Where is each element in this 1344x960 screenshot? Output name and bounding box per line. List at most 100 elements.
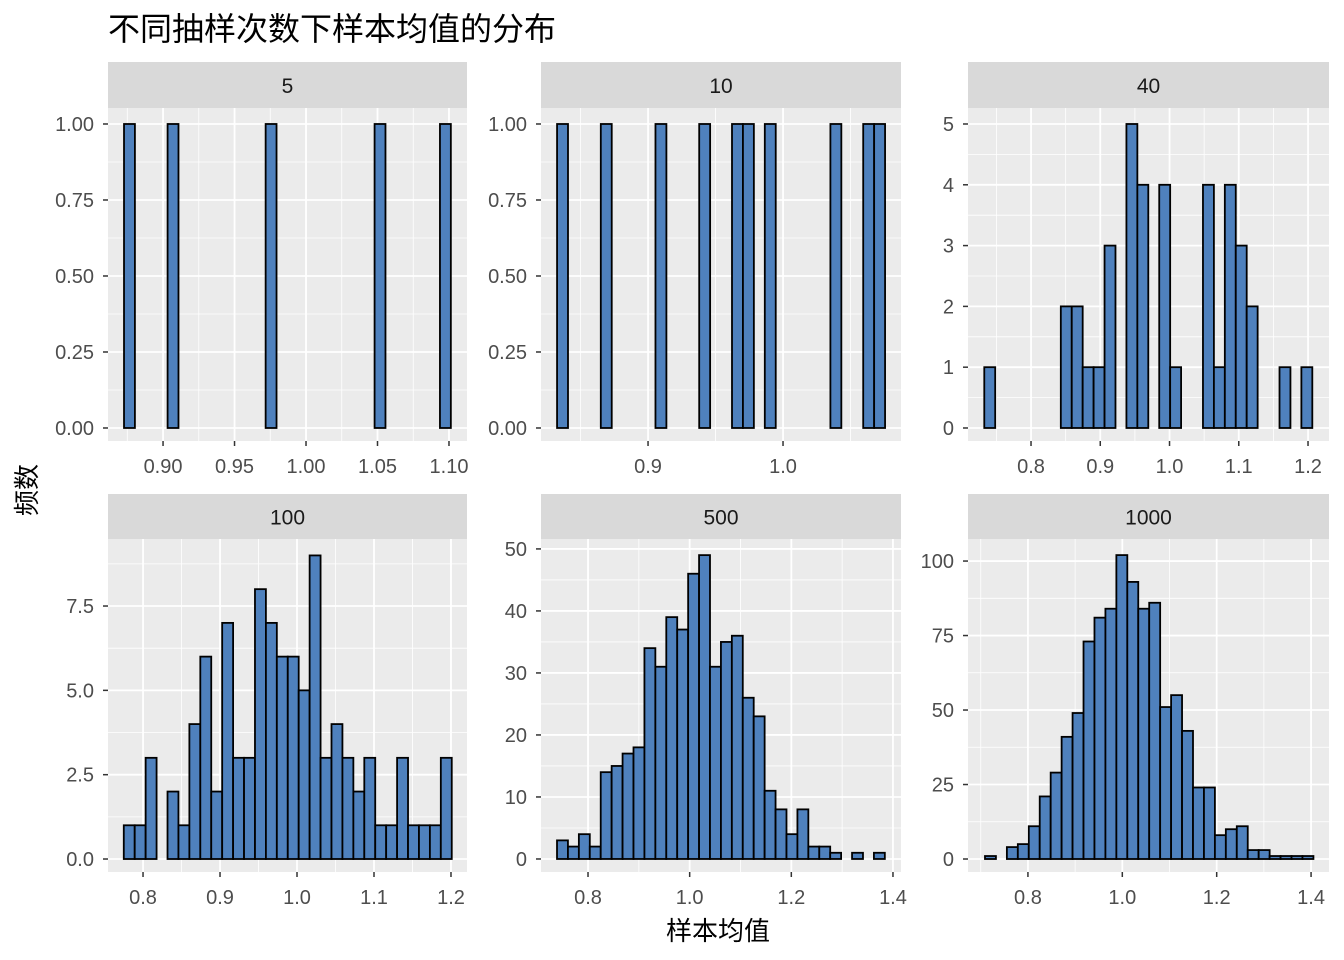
histogram-bar [796,808,810,860]
y-tick-label: 25 [932,775,954,797]
histogram-bar [1278,366,1292,429]
histogram-bar [1126,581,1140,860]
histogram-bar [1148,601,1162,860]
histogram-bar [1103,244,1117,429]
histogram-bar [577,833,591,860]
histogram-bar [265,621,278,860]
x-tick-label: 1.0 [283,887,311,909]
chart-title: 不同抽样次数下样本均值的分布 [108,10,556,48]
histogram-bar [1223,183,1237,429]
y-tick-label: 0.25 [55,342,94,364]
histogram-bar [742,123,755,429]
histogram-bar [632,746,646,860]
histogram-bar [166,790,180,860]
histogram-bar [1049,771,1063,860]
histogram-bar [873,123,886,429]
x-tick-label: 1.00 [287,456,326,478]
histogram-bar [741,696,755,860]
histogram-bar [144,756,158,860]
histogram-bar [1245,305,1259,429]
histogram-bar [439,123,452,429]
histogram-bar [1060,735,1074,860]
facet-strip [108,62,467,108]
histogram-bar [1202,183,1215,429]
histogram-bar [1279,855,1293,860]
histogram-bar [1159,706,1173,860]
histogram-bar [188,723,202,860]
x-tick-label: 0.8 [1017,456,1045,478]
x-tick-label: 0.90 [144,456,183,478]
histogram-bar [407,824,420,860]
histogram-bar [698,554,711,860]
histogram-bar [851,851,864,860]
histogram-bar [984,855,997,860]
histogram-bar [785,833,799,860]
histogram-bar [1027,825,1041,860]
histogram-bar [264,123,278,429]
y-tick-label: 5.0 [66,680,94,702]
histogram-bar [1268,855,1282,860]
histogram-bar [1170,694,1183,860]
histogram-bar [330,723,344,860]
histogram-bar [1136,183,1150,429]
histogram-bar [254,588,267,860]
y-tick-label: 0 [943,849,954,871]
x-tick-label: 1.10 [430,456,469,478]
histogram-bar [709,665,722,860]
histogram-bar [599,771,613,860]
histogram-bar [665,616,679,860]
histogram-bar [1093,616,1107,860]
y-axis-title: 频数 [13,464,43,516]
histogram-bar [373,123,387,429]
histogram-bar [983,366,997,429]
y-tick-label: 0 [943,418,954,440]
x-tick-label: 1.2 [1294,456,1322,478]
histogram-bar [308,554,322,860]
histogram-bar [1070,305,1084,429]
facet-strip [541,62,901,108]
histogram-bar [1234,244,1248,429]
histogram-bar [643,647,657,860]
histogram-bar [341,756,355,860]
histogram-bar [1016,843,1030,860]
histogram-bar [210,790,224,860]
histogram-bar [1169,366,1182,429]
y-tick-label: 40 [505,601,527,623]
histogram-bar [232,756,245,860]
histogram-bar [199,655,213,860]
x-tick-label: 1.0 [676,887,704,909]
histogram-bar [1212,366,1226,429]
facet-strip-label: 1000 [1125,507,1172,530]
histogram-bar [862,123,876,429]
histogram-bar [133,824,147,860]
x-tick-label: 1.0 [1156,456,1184,478]
y-tick-label: 0.75 [488,190,527,212]
y-tick-label: 0.50 [55,266,94,288]
histogram-bar [1115,554,1129,860]
facet-strip-label: 100 [270,507,305,530]
histogram-bar [829,123,843,429]
facet-panel-1000: 1000 0 25 50 75 100 0.8 1.0 1.2 1.4 [921,494,1329,909]
histogram-bar [286,655,300,860]
histogram-bar [763,123,777,429]
histogram-bar [731,123,744,429]
histogram-bar [374,824,388,860]
x-tick-label: 1.0 [769,456,797,478]
y-tick-label: 2 [943,296,954,318]
histogram-bar [654,665,668,860]
y-tick-label: 1.00 [488,114,527,136]
facet-strip [541,494,901,539]
histogram-bar [1071,712,1085,860]
histogram-bar [428,824,442,860]
facet-strip [108,494,467,539]
x-tick-label: 1.05 [358,456,397,478]
facet-strip-label: 5 [282,75,294,98]
x-tick-label: 0.8 [129,887,157,909]
histogram-bar [1181,729,1194,860]
y-tick-label: 0.0 [66,849,94,871]
x-tick-label: 1.4 [1297,887,1325,909]
facet-panel-10: 10 0.00 0.25 0.50 0.75 1.00 0.9 1.0 [488,62,901,478]
histogram-bar [1125,123,1139,429]
x-tick-label: 0.8 [574,887,602,909]
histogram-bar [730,634,744,860]
